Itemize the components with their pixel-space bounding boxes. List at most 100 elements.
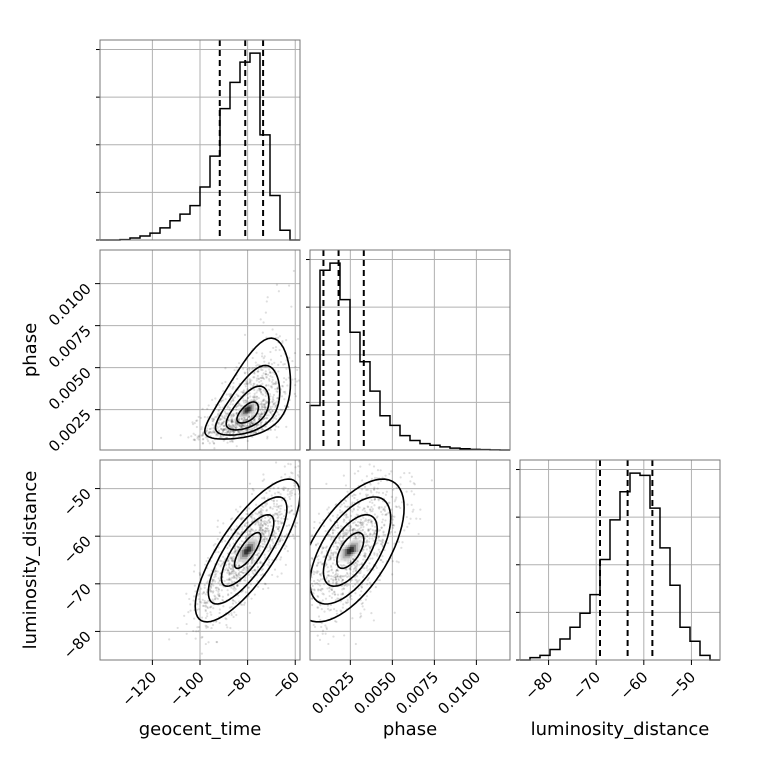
scatter-point [393,542,396,545]
scatter-point [210,586,213,590]
scatter-point [349,594,352,597]
scatter-point [219,400,222,403]
scatter-point [320,608,323,611]
scatter-point [218,583,222,587]
scatter-point [220,421,224,424]
scatter-point [409,480,412,483]
scatter-point [227,423,230,426]
scatter-point [245,430,248,433]
scatter-point [230,430,233,433]
scatter-point [260,368,263,371]
scatter-point [333,590,336,593]
scatter-point [350,528,354,532]
scatter-point [227,578,230,581]
scatter-point [226,546,229,550]
scatter-point [235,412,239,415]
scatter-point [230,613,233,617]
scatter-point [401,541,404,544]
scatter-point [335,516,339,519]
scatter-point [360,590,363,593]
scatter-point [193,438,196,441]
scatter-point [359,612,362,615]
scatter-point [253,388,256,392]
scatter-point [260,526,263,529]
scatter-point [218,559,222,562]
scatter-point [265,384,268,387]
scatter-point [283,547,287,550]
scatter-point [223,579,226,583]
scatter-point [259,560,262,563]
scatter-point [332,578,335,581]
scatter-point [347,531,350,534]
scatter-point [290,471,293,474]
x-tick-label-luminosity_distance: −80 [521,668,556,703]
scatter-point [215,586,218,589]
scatter-point [377,506,380,509]
scatter-point [255,503,258,506]
scatter-point [343,514,346,517]
scatter-point [258,415,261,418]
scatter-point [365,523,368,526]
scatter-point [322,525,326,528]
scatter-point [207,432,210,435]
scatter-point [269,517,272,520]
scatter-point [359,571,362,575]
scatter-point [311,597,314,600]
scatter-point [226,571,229,574]
scatter-point [262,406,266,409]
scatter-point [331,528,334,532]
scatter-point [394,505,397,508]
scatter-point [262,403,265,406]
scatter-point [391,573,394,576]
scatter-point [256,389,259,392]
scatter-point [272,542,275,545]
scatter-point [334,551,338,554]
scatter-point [230,570,233,573]
scatter-point [285,425,288,428]
scatter-point [225,618,228,621]
scatter-point [290,305,293,308]
scatter-point [225,567,228,570]
scatter-point [385,513,388,516]
scatter-point [380,543,384,546]
scatter-point [198,571,201,575]
scatter-point [352,522,355,525]
scatter-point [319,584,322,587]
scatter-point [213,431,216,434]
scatter-point [268,392,272,396]
scatter-point [331,554,335,557]
x-tick-label-geocent_time: −120 [118,668,160,710]
scatter-point [341,536,345,540]
scatter-point [265,537,268,541]
scatter-point [291,378,294,381]
scatter-point [194,637,197,640]
scatter-point [253,372,256,375]
scatter-point [200,427,203,431]
scatter-point [264,406,267,409]
scatter-point [233,547,236,550]
scatter-point [346,490,349,493]
scatter-point [394,498,397,501]
scatter-point [214,620,218,623]
scatter-point [331,531,335,534]
scatter-point [192,629,195,633]
scatter-point [260,412,263,415]
scatter-point [176,626,179,630]
scatter-point [419,517,422,521]
scatter-point [261,568,265,571]
scatter-point [214,580,217,583]
x-tick-label-luminosity_distance: −50 [664,668,699,703]
scatter-point [279,354,283,357]
scatter-point [354,529,357,532]
scatter-point [376,487,379,490]
scatter-point [231,439,234,442]
scatter-point [283,465,286,468]
scatter-point [351,494,354,498]
scatter-point [195,630,198,633]
scatter-point [275,505,278,508]
scatter-point [329,554,333,557]
scatter-point [246,418,249,421]
scatter-point [211,419,214,422]
scatter-point [268,368,271,371]
scatter-point [342,603,345,606]
